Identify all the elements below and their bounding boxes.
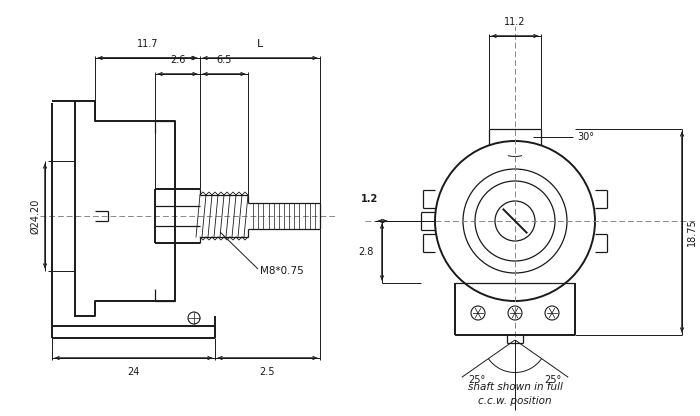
Text: 11.7: 11.7 — [136, 39, 158, 49]
Text: 30°: 30° — [577, 132, 594, 142]
Text: M8*0.75: M8*0.75 — [260, 266, 304, 276]
Text: 1.2: 1.2 — [361, 194, 379, 204]
Text: 11.2: 11.2 — [504, 17, 526, 27]
Text: 24: 24 — [127, 367, 140, 377]
Text: shaft shown in full
c.c.w. position: shaft shown in full c.c.w. position — [468, 382, 562, 406]
Text: 25°: 25° — [545, 375, 561, 385]
Text: 25°: 25° — [468, 375, 486, 385]
Text: L: L — [257, 39, 263, 49]
Text: 18.75: 18.75 — [687, 218, 697, 246]
Text: 6.5: 6.5 — [216, 55, 232, 65]
Text: Ø24.20: Ø24.20 — [30, 198, 40, 234]
Text: 2.8: 2.8 — [358, 247, 374, 257]
Text: 2.5: 2.5 — [260, 367, 275, 377]
Text: 2.6: 2.6 — [170, 55, 186, 65]
